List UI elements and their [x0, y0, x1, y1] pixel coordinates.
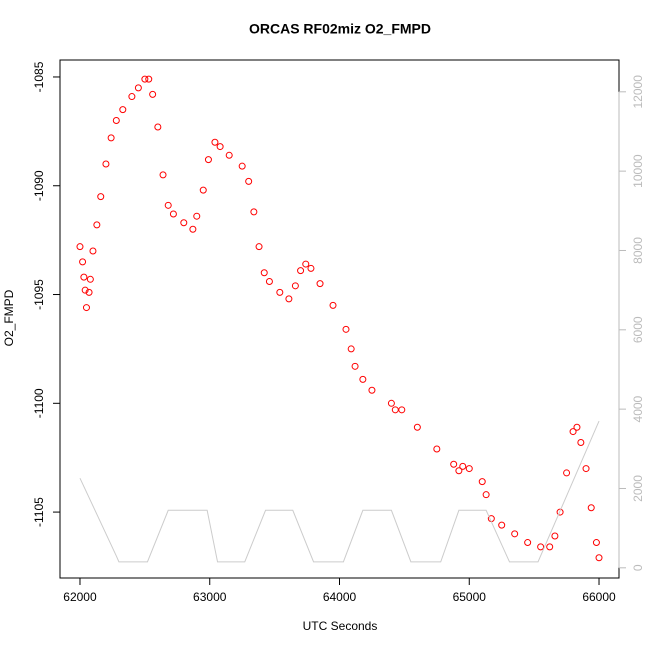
- point: [107, 134, 115, 142]
- y-tick-label: -1085: [32, 61, 46, 92]
- point: [577, 438, 585, 446]
- point: [546, 543, 554, 551]
- point: [128, 93, 136, 101]
- point: [169, 210, 177, 218]
- point: [556, 508, 564, 516]
- x-tick-label: 66000: [582, 590, 616, 604]
- point: [450, 460, 458, 468]
- y-tick-label: -1095: [32, 279, 46, 310]
- point: [329, 301, 337, 309]
- point: [592, 539, 600, 547]
- point: [250, 208, 258, 216]
- point: [76, 243, 84, 251]
- point: [93, 221, 101, 229]
- point: [80, 273, 88, 281]
- point: [587, 504, 595, 512]
- point: [238, 162, 246, 170]
- point: [482, 491, 490, 499]
- point: [112, 116, 120, 124]
- point: [307, 264, 315, 272]
- point: [511, 530, 519, 538]
- x-tick-label: 64000: [323, 590, 357, 604]
- point: [297, 267, 305, 275]
- point: [351, 362, 359, 370]
- point: [193, 212, 201, 220]
- y2-tick-label: 8000: [631, 237, 645, 264]
- point: [459, 462, 467, 470]
- point: [413, 423, 421, 431]
- plot-box: [59, 59, 620, 579]
- point: [97, 193, 105, 201]
- point: [316, 280, 324, 288]
- line: [79, 420, 600, 563]
- point: [85, 288, 93, 296]
- point: [149, 90, 157, 98]
- point: [119, 106, 127, 114]
- y2-tick-label: 10000: [631, 154, 645, 188]
- point: [569, 428, 577, 436]
- y2-tick-label: 6000: [631, 316, 645, 343]
- x-tick-label: 63000: [193, 590, 227, 604]
- point: [551, 532, 559, 540]
- point: [154, 123, 162, 131]
- point: [291, 282, 299, 290]
- point: [199, 186, 207, 194]
- point: [260, 269, 268, 277]
- point: [134, 84, 142, 92]
- point: [478, 478, 486, 486]
- y2-tick-label: 2000: [631, 475, 645, 502]
- point: [189, 225, 197, 233]
- point: [180, 219, 188, 227]
- point: [102, 160, 110, 168]
- y-axis-label: O2_FMPD: [2, 289, 16, 346]
- point: [398, 406, 406, 414]
- point: [285, 295, 293, 303]
- point: [573, 423, 581, 431]
- point: [82, 304, 90, 312]
- point: [89, 247, 97, 255]
- x-tick-label: 65000: [453, 590, 487, 604]
- point: [387, 399, 395, 407]
- point: [537, 543, 545, 551]
- point: [141, 75, 149, 83]
- x-tick-label: 62000: [63, 590, 97, 604]
- point: [582, 465, 590, 473]
- point: [211, 138, 219, 146]
- y2-tick-label: 0: [631, 564, 645, 571]
- chart-title: ORCAS RF02miz O2_FMPD: [249, 21, 431, 37]
- point: [347, 345, 355, 353]
- point: [302, 260, 310, 268]
- point: [563, 469, 571, 477]
- point: [81, 286, 89, 294]
- point: [225, 151, 233, 159]
- point: [159, 171, 167, 179]
- point: [465, 465, 473, 473]
- point: [595, 554, 603, 562]
- point: [265, 277, 273, 285]
- point: [359, 375, 367, 383]
- point: [79, 258, 87, 266]
- y2-tick-label: 12000: [631, 75, 645, 109]
- y-tick-label: -1090: [32, 170, 46, 201]
- point: [145, 75, 153, 83]
- x-axis-label: UTC Seconds: [303, 619, 378, 633]
- point: [524, 539, 532, 547]
- y2-tick-label: 4000: [631, 395, 645, 422]
- point: [164, 201, 172, 209]
- point: [368, 386, 376, 394]
- point: [391, 406, 399, 414]
- point: [245, 177, 253, 185]
- point: [216, 143, 224, 151]
- point: [433, 445, 441, 453]
- point: [342, 325, 350, 333]
- point: [498, 521, 506, 529]
- point: [255, 243, 263, 251]
- y-tick-label: -1105: [32, 497, 46, 527]
- point: [86, 275, 94, 283]
- y-tick-label: -1100: [32, 388, 46, 418]
- point: [204, 156, 212, 164]
- point: [276, 288, 284, 296]
- point: [455, 467, 463, 475]
